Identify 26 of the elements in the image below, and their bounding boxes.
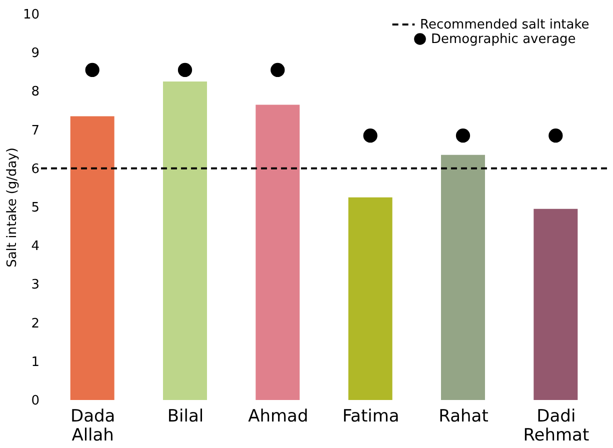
- y-tick-label: 3: [31, 278, 40, 293]
- y-tick-label: 7: [31, 123, 40, 138]
- x-tick-label: Dadi Rehmat: [523, 406, 590, 446]
- y-tick-label: 8: [31, 84, 40, 100]
- y-tick-label: 9: [31, 46, 40, 62]
- x-tick-label: Ahmad: [248, 406, 308, 426]
- y-axis-title: Salt intake (g/day): [4, 148, 20, 268]
- y-tick-label: 4: [31, 239, 40, 254]
- x-tick-label: Rahat: [438, 406, 489, 426]
- legend-label: Recommended salt intake: [420, 18, 590, 32]
- legend-label: Demographic average: [431, 32, 576, 47]
- x-tick-label: Bilal: [167, 406, 204, 426]
- y-tick-label: 1: [31, 354, 40, 370]
- y-tick-label: 0: [31, 394, 40, 408]
- y-tick-label: 5: [31, 200, 40, 216]
- bar: [441, 154, 485, 400]
- bar: [256, 104, 300, 400]
- y-tick-label: 10: [22, 8, 40, 22]
- x-tick-label: Fatima: [342, 406, 400, 426]
- x-tick-label: Dada Allah: [70, 406, 116, 446]
- y-tick-label: 2: [31, 316, 40, 332]
- bar: [163, 82, 207, 400]
- y-tick-label: 6: [31, 162, 40, 177]
- bar: [70, 116, 114, 400]
- bar: [348, 197, 392, 400]
- bar: [534, 208, 578, 400]
